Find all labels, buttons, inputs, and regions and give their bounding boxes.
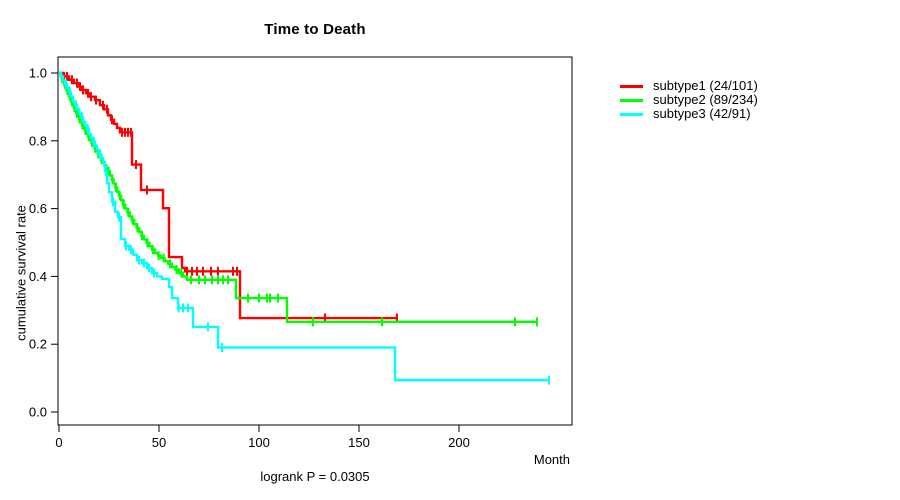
survival-curve-subtype3 (59, 71, 549, 382)
legend-label-subtype2: subtype2 (89/234) (653, 92, 758, 107)
legend-label-subtype1: subtype1 (24/101) (653, 78, 758, 93)
legend: subtype1 (24/101) subtype2 (89/234) subt… (620, 79, 758, 121)
legend-label-subtype3: subtype3 (42/91) (653, 106, 751, 121)
x-axis-tick-label: 150 (348, 435, 370, 450)
y-axis-tick-label: 0.4 (29, 269, 47, 284)
legend-item-subtype1: subtype1 (24/101) (620, 79, 758, 93)
x-axis-tick-label: 0 (55, 435, 62, 450)
logrank-annotation: logrank P = 0.0305 (260, 469, 370, 484)
y-axis-tick-label: 0.2 (29, 337, 47, 352)
x-axis-title: Month (533, 452, 570, 467)
x-axis-tick-label: 100 (248, 435, 270, 450)
legend-item-subtype3: subtype3 (42/91) (620, 107, 758, 121)
legend-swatch-subtype1 (620, 84, 643, 88)
plot-box (57, 56, 573, 426)
y-axis-title: cumulative survival rate (13, 205, 29, 341)
survival-curve-subtype2 (59, 71, 537, 324)
y-axis-tick-label: 1.0 (29, 66, 47, 81)
legend-swatch-subtype2 (620, 98, 643, 102)
legend-item-subtype2: subtype2 (89/234) (620, 93, 758, 107)
legend-swatch-subtype3 (620, 112, 643, 116)
x-axis-tick-label: 200 (448, 435, 470, 450)
y-axis-tick-label: 0.8 (29, 133, 47, 148)
chart-title: Time to Death (264, 21, 366, 38)
y-axis-tick-label: 0.6 (29, 201, 47, 216)
x-axis-tick-label: 50 (152, 435, 166, 450)
y-axis-tick-label: 0.0 (29, 405, 47, 420)
